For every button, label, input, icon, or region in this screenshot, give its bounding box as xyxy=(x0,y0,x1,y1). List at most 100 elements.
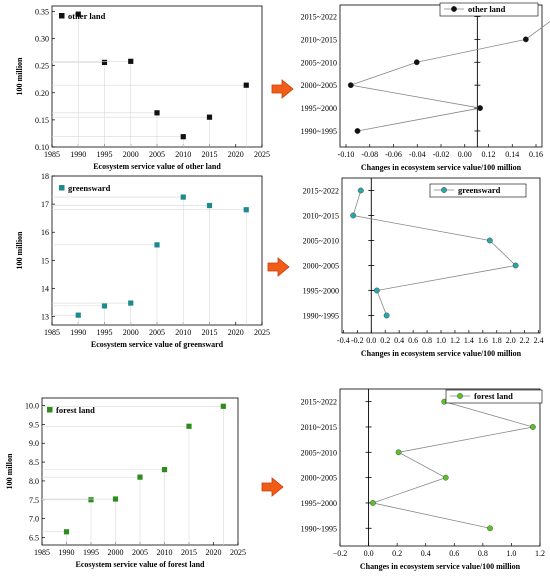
legend-marker xyxy=(457,393,463,399)
data-point xyxy=(154,110,160,116)
x-tick-label: 0.6 xyxy=(408,336,418,345)
plot-frame xyxy=(339,4,543,148)
x-tick-label: 1.0 xyxy=(436,336,446,345)
data-point xyxy=(395,449,402,456)
data-point xyxy=(128,300,134,306)
legend-marker xyxy=(47,407,53,413)
x-tick-label: -0.08 xyxy=(361,150,378,159)
legend-label: forest land xyxy=(56,405,95,415)
x-tick-label: -0.02 xyxy=(433,150,450,159)
x-tick-label: 2005 xyxy=(132,548,148,557)
data-point xyxy=(243,207,249,213)
x-tick-label: 2000 xyxy=(123,328,139,337)
y-tick-label: 0.15 xyxy=(35,116,49,125)
x-tick-label: 1995 xyxy=(83,548,99,557)
data-point xyxy=(347,82,354,89)
x-tick-label: 1985 xyxy=(44,328,60,337)
data-point xyxy=(206,202,213,209)
x-tick-label: 1.0 xyxy=(506,549,516,558)
category-label: 2010~2015 xyxy=(301,35,337,44)
data-point xyxy=(186,423,192,429)
category-label: 1995~2000 xyxy=(303,287,339,296)
category-label: 2005~2010 xyxy=(301,58,337,67)
right-arrow-icon xyxy=(267,257,290,277)
x-tick-label: 1995 xyxy=(97,150,113,159)
x-tick-label: 0.8 xyxy=(478,549,488,558)
x-tick-label: 1990 xyxy=(70,150,86,159)
data-point xyxy=(486,237,493,244)
x-tick-label: 2015 xyxy=(181,548,197,557)
y-tick-label: 6.5 xyxy=(29,533,39,542)
x-axis-label: Changes in ecosystem service value/100 m… xyxy=(360,562,521,571)
category-label: 1995~2000 xyxy=(301,104,337,113)
legend-label: greensward xyxy=(68,183,111,193)
category-label: 2010~2015 xyxy=(303,212,339,221)
series-line xyxy=(349,20,550,132)
data-point xyxy=(350,212,357,219)
data-point xyxy=(383,312,390,319)
y-axis-label: 100 millon xyxy=(5,453,14,489)
x-tick-label: 2010 xyxy=(157,548,173,557)
category-label: 2005~2010 xyxy=(301,448,337,457)
legend-marker xyxy=(451,6,457,12)
legend-label: other land xyxy=(468,4,506,14)
category-label: 2005~2010 xyxy=(303,237,339,246)
x-tick-label: 0.4 xyxy=(421,549,431,558)
data-point xyxy=(101,303,108,309)
data-point xyxy=(75,11,81,17)
x-axis-label: Changes in ecosystem service value/100 m… xyxy=(361,163,522,172)
x-tick-label: 0.14 xyxy=(505,150,519,159)
data-point xyxy=(522,36,529,43)
x-tick-label: 2005 xyxy=(149,150,165,159)
data-point xyxy=(413,59,420,66)
legend-marker xyxy=(59,13,65,19)
scatter-panel-p1: 1985 1990 1995 2000 2005 2010 2015 2020 2025 0.10… xyxy=(15,5,270,171)
x-tick-label: 2010 xyxy=(175,328,191,337)
change-panel-c3: −0.2 0.0 0.2 0.4 0.6 0.8 1.0 1.2 1990~1995 1995~2… xyxy=(301,388,545,571)
x-tick-label: 2000 xyxy=(123,150,139,159)
right-arrow-icon xyxy=(261,477,284,497)
category-label: 1990~1995 xyxy=(301,127,337,136)
category-label: 1990~1995 xyxy=(301,524,337,533)
data-point xyxy=(243,82,249,88)
data-point xyxy=(180,194,186,200)
legend: greensward xyxy=(59,183,111,193)
x-tick-label: 1.8 xyxy=(492,336,502,345)
x-tick-label: 2025 xyxy=(254,328,270,337)
y-tick-label: 18 xyxy=(41,172,49,181)
x-tick-label: 2015 xyxy=(202,150,218,159)
x-tick-label: 0.0 xyxy=(364,549,374,558)
y-tick-label: 9.5 xyxy=(29,420,39,429)
x-tick-label: -0.06 xyxy=(385,150,402,159)
data-point xyxy=(206,114,213,120)
x-axis-label: Ecosystem service value of forest land xyxy=(76,560,205,569)
change-panel-c2: -0.4 -0.2 0.0 0.2 0.4 0.6 0.8 1.0 1.2 1.4 1.6 1.8 2.… xyxy=(303,177,544,358)
data-point xyxy=(373,287,380,294)
y-tick-label: 16 xyxy=(41,228,49,237)
x-tick-label: -0.04 xyxy=(409,150,426,159)
x-tick-label: 0.6 xyxy=(449,549,459,558)
right-arrow-icon xyxy=(271,79,294,99)
x-tick-label: 1990 xyxy=(59,548,75,557)
x-tick-label: 2005 xyxy=(149,328,165,337)
x-tick-label: 2.4 xyxy=(534,336,544,345)
category-label: 2000~2005 xyxy=(301,474,337,483)
x-tick-label: 1.2 xyxy=(535,549,545,558)
y-tick-label: 8.5 xyxy=(29,458,39,467)
x-tick-label: 1.4 xyxy=(464,336,474,345)
x-axis-label: Ecosystem service value of greensward xyxy=(91,340,224,349)
x-tick-label: 0.2 xyxy=(392,549,402,558)
series-line xyxy=(371,401,533,529)
category-label: 2015~2022 xyxy=(303,187,339,196)
y-axis-label: 100 million xyxy=(15,57,24,96)
data-point xyxy=(529,424,536,430)
data-point xyxy=(369,500,376,506)
scatter-panel-p2: 1985 1990 1995 2000 2005 2010 2015 2020 2025 13 14… xyxy=(15,172,270,349)
category-label: 1990~1995 xyxy=(303,312,339,321)
x-tick-label: 1990 xyxy=(70,328,86,337)
y-tick-label: 0.10 xyxy=(35,143,49,152)
y-tick-label: 9.0 xyxy=(29,439,39,448)
legend: other land xyxy=(59,11,106,21)
data-point xyxy=(112,496,119,502)
x-tick-label: 0.2 xyxy=(380,336,390,345)
